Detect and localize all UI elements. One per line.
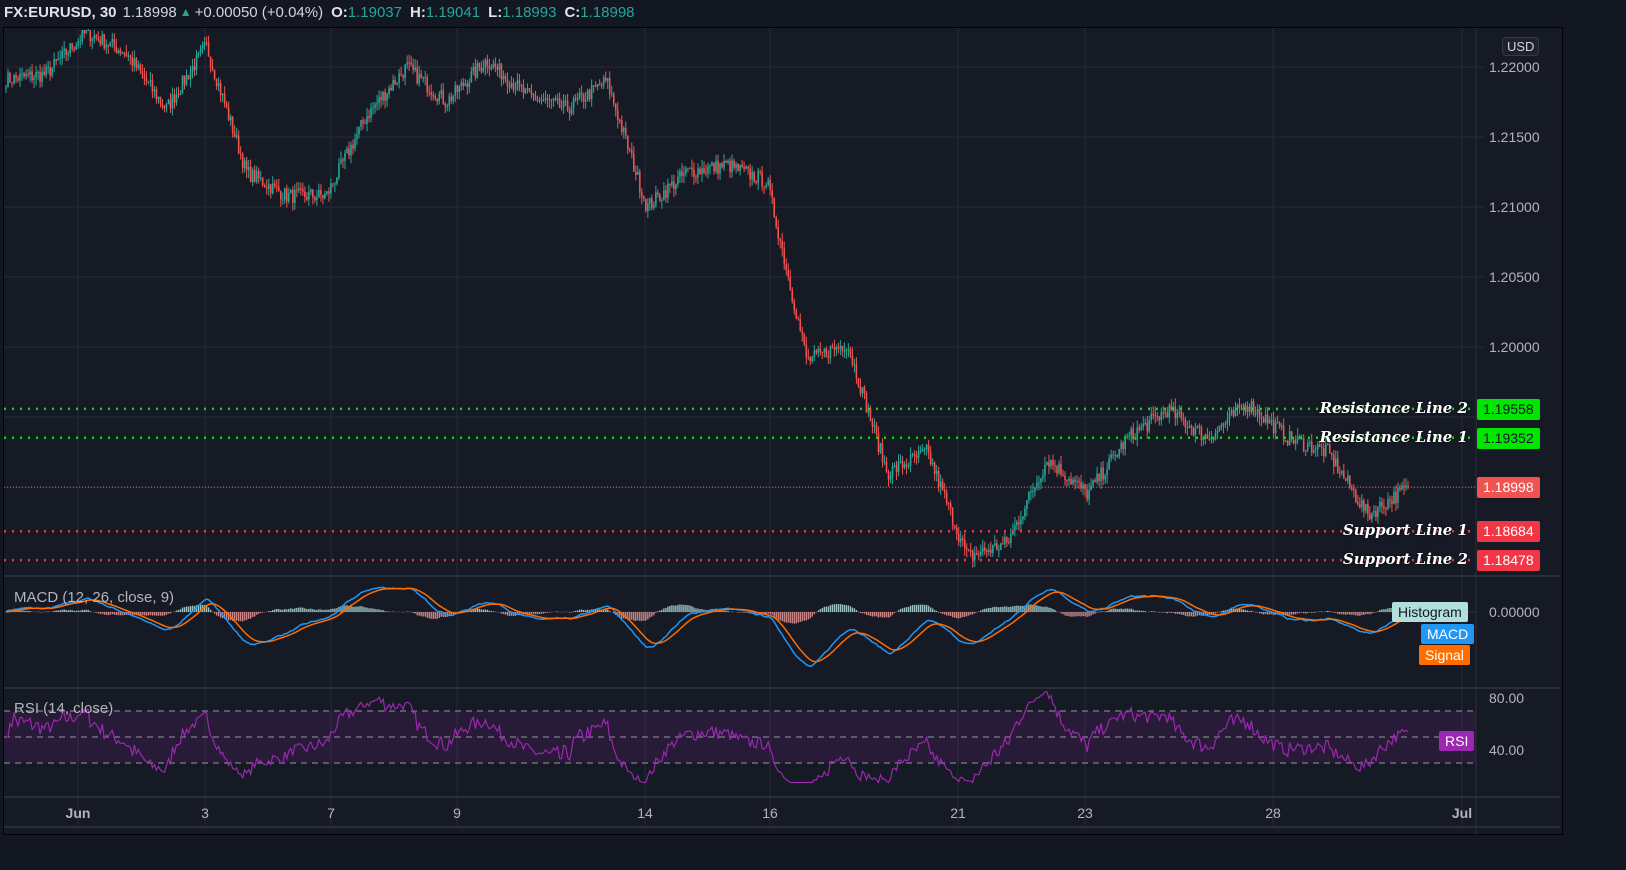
open-value: 1.19037 xyxy=(347,3,402,21)
price-tick-5: 1.20000 xyxy=(1489,339,1540,355)
rsi-legend-badge: RSI xyxy=(1439,731,1475,751)
time-label-jul: Jul xyxy=(1451,805,1473,821)
rsi-tick-80: 80.00 xyxy=(1489,690,1525,706)
close-label: C: xyxy=(564,3,581,21)
support-line-1-price-badge: 1.18684 xyxy=(1477,521,1540,542)
rsi-tick-40: 40.00 xyxy=(1489,742,1525,758)
high-value: 1.19041 xyxy=(425,3,481,21)
time-label-21: 21 xyxy=(950,805,966,821)
time-label-jun: Jun xyxy=(65,805,91,821)
price-tick-3: 1.21000 xyxy=(1489,199,1540,215)
time-label-28: 28 xyxy=(1265,805,1281,821)
currency-button[interactable]: USD xyxy=(1502,37,1540,56)
symbol-legend-bar: FX:EURUSD, 30 1.18998 ▲ +0.00050 (+0.04%… xyxy=(0,0,1626,24)
macd-zero-tick: 0.00000 xyxy=(1489,604,1540,620)
chart-frame xyxy=(3,27,1563,835)
macd-histogram-legend: Histogram xyxy=(1392,602,1468,622)
time-label-23: 23 xyxy=(1077,805,1093,821)
macd-pane-title[interactable]: MACD (12, 26, close, 9) xyxy=(14,589,175,606)
open-label: O: xyxy=(331,3,348,21)
resistance-line-1-label[interactable]: Resistance Line 1 xyxy=(1319,428,1468,446)
price-tick-2: 1.21500 xyxy=(1489,129,1540,145)
price-tick-4: 1.20500 xyxy=(1489,269,1540,285)
macd-line-legend: MACD xyxy=(1421,624,1475,644)
support-line-1-label[interactable]: Support Line 1 xyxy=(1342,521,1468,539)
up-arrow-icon: ▲ xyxy=(179,5,192,19)
last-price-badge: 1.18998 xyxy=(1477,477,1540,498)
low-value: 1.18993 xyxy=(502,3,557,21)
rsi-pane-title[interactable]: RSI (14, close) xyxy=(14,700,114,717)
time-label-7: 7 xyxy=(327,805,335,821)
macd-signal-legend: Signal xyxy=(1419,645,1470,665)
resistance-line-1-price-badge: 1.19352 xyxy=(1477,428,1540,449)
time-label-16: 16 xyxy=(762,805,778,821)
time-label-14: 14 xyxy=(637,805,653,821)
symbol-title[interactable]: FX:EURUSD, 30 xyxy=(4,3,117,21)
time-label-9: 9 xyxy=(453,805,461,821)
low-label: L: xyxy=(488,3,503,21)
resistance-line-2-label[interactable]: Resistance Line 2 xyxy=(1319,399,1468,417)
resistance-line-2-price-badge: 1.19558 xyxy=(1477,399,1540,420)
price-change: +0.00050 (+0.04%) xyxy=(194,3,324,21)
high-label: H: xyxy=(410,3,426,21)
price-tick-1: 1.22000 xyxy=(1489,59,1540,75)
support-line-2-price-badge: 1.18478 xyxy=(1477,550,1540,571)
close-value: 1.18998 xyxy=(580,3,635,21)
last-price: 1.18998 xyxy=(122,3,177,21)
time-label-3: 3 xyxy=(201,805,209,821)
support-line-2-label[interactable]: Support Line 2 xyxy=(1342,550,1468,568)
